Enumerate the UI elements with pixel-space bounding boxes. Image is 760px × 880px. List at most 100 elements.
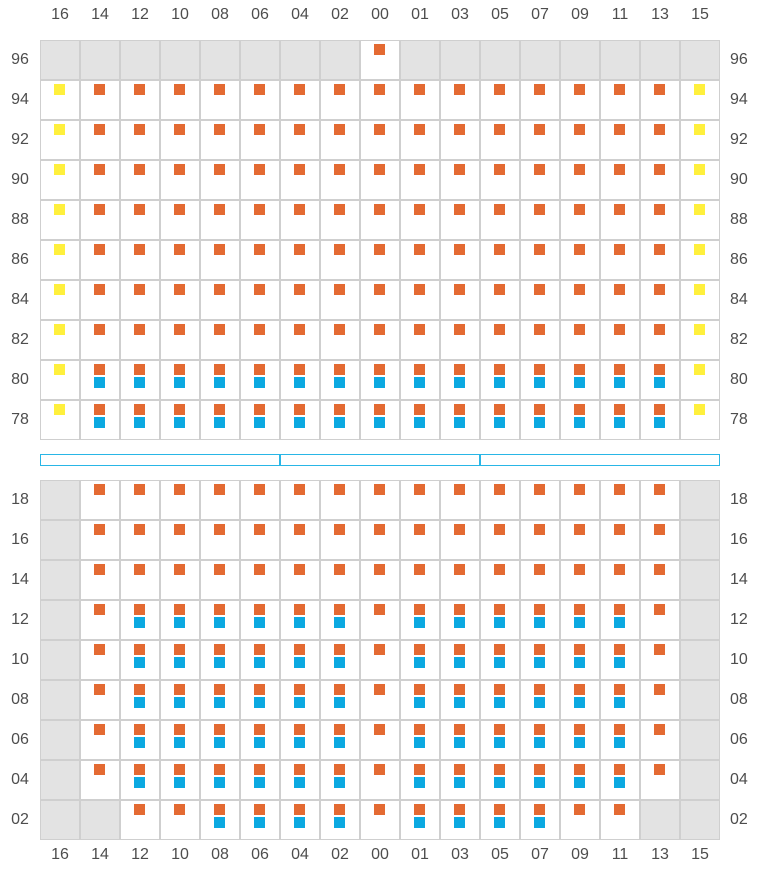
seat-cell[interactable] <box>240 200 280 240</box>
blue-marker <box>174 417 185 428</box>
seat-cell[interactable] <box>120 240 160 280</box>
seat-cell-unavailable <box>40 760 80 800</box>
orange-marker <box>534 284 545 295</box>
column-label: 14 <box>91 846 109 863</box>
blue-marker <box>134 617 145 628</box>
orange-marker <box>134 684 145 695</box>
orange-marker <box>534 124 545 135</box>
orange-marker <box>494 644 505 655</box>
blue-marker <box>614 617 625 628</box>
orange-marker <box>174 204 185 215</box>
orange-marker <box>494 404 505 415</box>
seat-cell[interactable] <box>440 320 480 360</box>
seat-cell[interactable] <box>40 280 80 320</box>
seat-cell[interactable] <box>360 240 400 280</box>
blue-marker <box>94 417 105 428</box>
seat-cell[interactable] <box>640 320 680 360</box>
row-label-right: 10 <box>730 651 748 668</box>
orange-marker <box>534 724 545 735</box>
orange-marker <box>374 684 385 695</box>
seat-cell[interactable] <box>400 320 440 360</box>
seat-cell[interactable] <box>120 120 160 160</box>
seat-cell[interactable] <box>400 200 440 240</box>
orange-marker <box>214 644 225 655</box>
blue-marker <box>574 617 585 628</box>
row-label-right: 12 <box>730 611 748 628</box>
orange-marker <box>174 524 185 535</box>
orange-marker <box>294 524 305 535</box>
orange-marker <box>534 204 545 215</box>
orange-marker <box>94 84 105 95</box>
row-label-right: 86 <box>730 251 748 268</box>
orange-marker <box>334 604 345 615</box>
seat-cell[interactable] <box>400 240 440 280</box>
orange-marker <box>454 204 465 215</box>
orange-marker <box>494 764 505 775</box>
seat-cell[interactable] <box>560 120 600 160</box>
seat-cell[interactable] <box>600 120 640 160</box>
seat-cell[interactable] <box>360 640 400 680</box>
orange-marker <box>374 124 385 135</box>
seat-cell[interactable] <box>480 80 520 120</box>
seat-cell[interactable] <box>160 520 200 560</box>
seat-cell-unavailable <box>680 720 720 760</box>
seat-cell[interactable] <box>360 320 400 360</box>
orange-marker <box>614 204 625 215</box>
blue-marker <box>294 617 305 628</box>
seat-cell[interactable] <box>640 80 680 120</box>
blue-marker <box>494 417 505 428</box>
blue-marker <box>134 777 145 788</box>
blue-marker <box>174 377 185 388</box>
orange-marker <box>654 164 665 175</box>
blue-marker <box>334 617 345 628</box>
orange-marker <box>254 164 265 175</box>
blue-marker <box>414 697 425 708</box>
seat-cell[interactable] <box>120 80 160 120</box>
orange-marker <box>654 244 665 255</box>
seat-cell[interactable] <box>640 520 680 560</box>
seat-cell[interactable] <box>40 320 80 360</box>
blue-marker <box>254 697 265 708</box>
blue-marker <box>414 417 425 428</box>
row-label-right: 14 <box>730 571 748 588</box>
orange-marker <box>614 364 625 375</box>
orange-marker <box>134 84 145 95</box>
orange-marker <box>374 324 385 335</box>
row-label-left: 80 <box>11 371 29 388</box>
orange-marker <box>574 724 585 735</box>
seat-cell[interactable] <box>480 160 520 200</box>
seat-cell[interactable] <box>160 80 200 120</box>
seat-cell-unavailable <box>680 520 720 560</box>
orange-marker <box>534 804 545 815</box>
orange-marker <box>134 204 145 215</box>
seat-cell[interactable] <box>80 160 120 200</box>
blue-marker <box>414 377 425 388</box>
blue-marker <box>214 777 225 788</box>
blue-marker <box>614 417 625 428</box>
seat-cell[interactable] <box>600 560 640 600</box>
blue-marker <box>254 737 265 748</box>
row-label-left: 82 <box>11 331 29 348</box>
blue-marker <box>454 817 465 828</box>
orange-marker <box>454 804 465 815</box>
blue-marker <box>214 697 225 708</box>
seat-cell[interactable] <box>480 200 520 240</box>
blue-marker <box>334 697 345 708</box>
seat-cell-unavailable <box>600 40 640 80</box>
row-label-right: 96 <box>730 51 748 68</box>
orange-marker <box>654 604 665 615</box>
blue-marker <box>134 657 145 668</box>
seat-cell[interactable] <box>80 640 120 680</box>
seat-cell[interactable] <box>560 280 600 320</box>
column-label: 14 <box>91 6 109 23</box>
orange-marker <box>574 684 585 695</box>
seat-cell[interactable] <box>560 240 600 280</box>
seat-cell[interactable] <box>680 360 720 400</box>
seat-cell[interactable] <box>520 120 560 160</box>
seat-cell-unavailable <box>40 40 80 80</box>
seat-cell[interactable] <box>320 80 360 120</box>
blue-marker <box>334 657 345 668</box>
seat-cell[interactable] <box>640 560 680 600</box>
blue-marker <box>294 697 305 708</box>
orange-marker <box>254 84 265 95</box>
